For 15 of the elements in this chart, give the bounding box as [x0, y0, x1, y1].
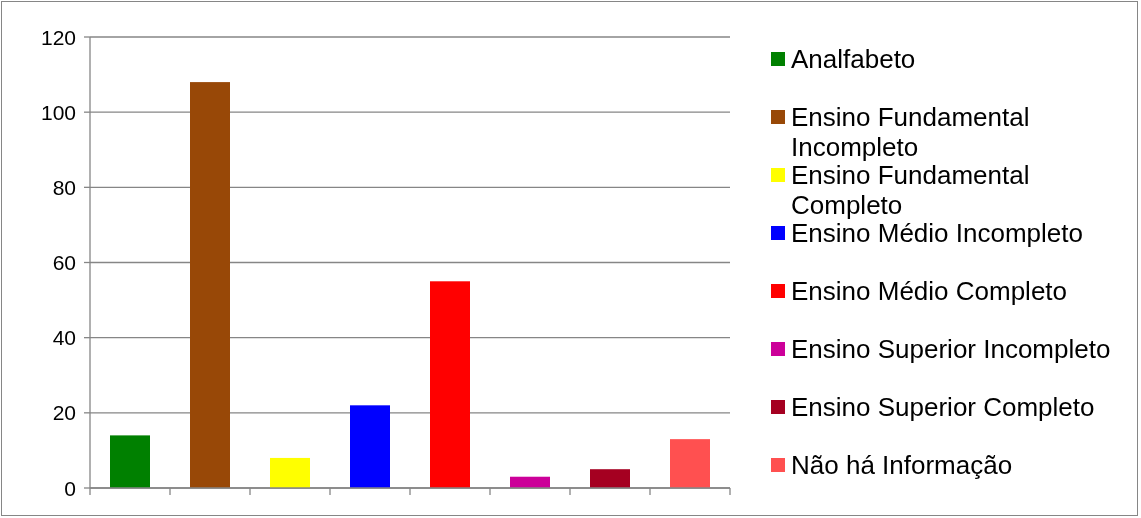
legend-label: Ensino Superior Incompleto: [791, 334, 1111, 364]
y-tick-label: 60: [52, 251, 76, 274]
legend-label: Ensino Superior Completo: [791, 392, 1095, 422]
legend-label: Ensino Médio Incompleto: [791, 218, 1083, 248]
y-tick-label: 120: [40, 25, 76, 49]
y-tick-label: 80: [52, 175, 76, 199]
legend-label: Não há Informação: [791, 450, 1013, 480]
legend-label: Ensino Médio Completo: [791, 276, 1068, 306]
legend-label: Analfabeto: [791, 44, 916, 74]
y-tick-label: 20: [52, 401, 76, 425]
legend-label: Ensino Fundamental Completo: [791, 160, 1030, 220]
legend-label: Ensino Fundamental Incompleto: [791, 102, 1030, 162]
y-tick-label: 0: [64, 476, 76, 500]
y-tick-label: 100: [40, 100, 76, 124]
y-tick-label: 40: [52, 326, 76, 350]
